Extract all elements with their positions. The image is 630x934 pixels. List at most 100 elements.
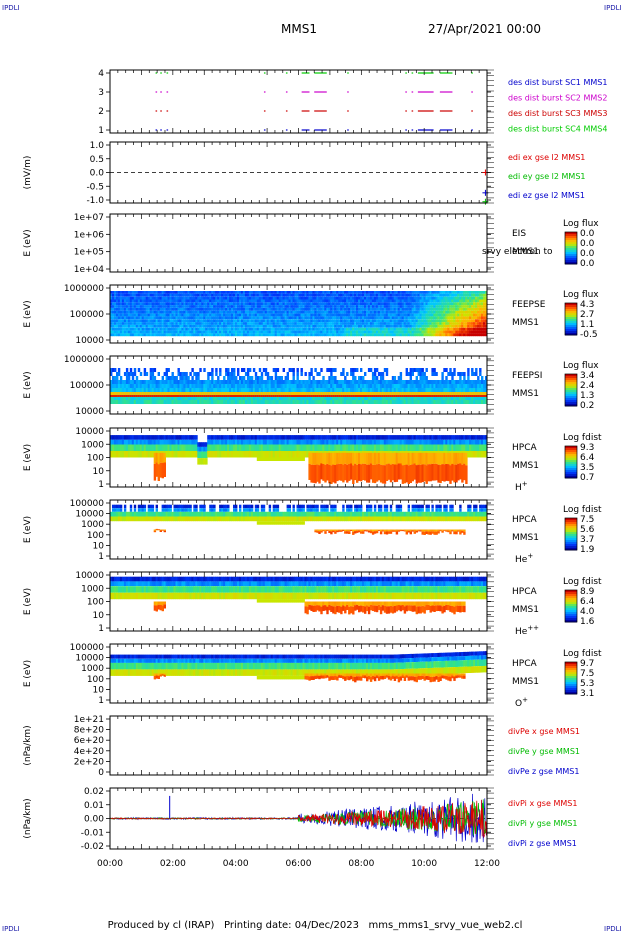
panel-feepse-cell (143, 291, 147, 294)
panel-feepse-cell (457, 319, 460, 323)
panel-feepse-cell (288, 333, 291, 337)
panel-feepse-cell (131, 291, 135, 294)
panel-feepse-cell (449, 322, 452, 325)
panel-feepse-cell (254, 296, 258, 300)
panel-feepse-cell (241, 316, 244, 320)
panel-feepsi-cell (344, 376, 347, 380)
panel-feepse-cell (377, 330, 381, 334)
panel-feepse-cell (127, 327, 131, 331)
panel-feepse-cell (473, 296, 476, 300)
panel-feepse-cell (445, 291, 448, 294)
panel-feepsi-cell (367, 388, 371, 392)
panel-feepse-cell (233, 305, 236, 308)
panel-feepse-cell (163, 291, 166, 294)
panel-feepsi-cell (262, 395, 266, 397)
panel-feepse-cell (141, 291, 145, 294)
panel-feepse-cell (270, 316, 274, 320)
panel-feepse-cell (244, 293, 248, 297)
panel-feepse-cell (173, 296, 176, 300)
panel-feepse-cell (457, 310, 460, 314)
panel-feepse-cell (362, 319, 365, 323)
panel-feepse-cell (252, 302, 256, 306)
panel-feepse-cell (467, 296, 470, 300)
panel-feepse-cell (110, 291, 113, 294)
panel-feepse-cell (256, 302, 260, 306)
panel-feepse-cell (123, 296, 127, 300)
panel-feepse-cell (237, 322, 240, 325)
panel-feepsi-cell (169, 392, 172, 395)
panel-feepse-cell (193, 302, 196, 306)
panel-feepse-cell (233, 327, 236, 331)
panel-feepsi-cell (264, 368, 268, 372)
panel-feepsi-cell (205, 396, 208, 400)
panel-feepse-cell (191, 330, 194, 334)
panel-feepsi-cell (179, 395, 182, 397)
panel-feepsi-cell (237, 372, 240, 376)
panel-feepse-cell (389, 296, 393, 300)
panel-feepse-cell (227, 296, 230, 300)
panel-feepse-cell (183, 316, 186, 320)
panel-feepsi-cell (191, 388, 194, 392)
panel-feepsi-cell (282, 380, 285, 384)
panel-feepse-cell (358, 302, 361, 306)
panel-feepsi-cell (135, 400, 139, 404)
panel-feepse-cell (197, 333, 200, 337)
panel-feepse-cell (181, 310, 184, 314)
panel-feepsi-cell (340, 372, 343, 376)
panel-feepsi-cell (246, 388, 250, 392)
panel-feepse-cell (229, 316, 232, 320)
panel-feepse-cell (229, 333, 232, 337)
panel-feepse-cell (203, 305, 206, 308)
panel-feepse-cell (300, 327, 303, 331)
panel-feepse-cell (373, 322, 377, 325)
panel-feepse-cell (117, 333, 121, 337)
panel-feepsi-cell (163, 396, 166, 400)
panel-feepsi-cell (241, 380, 244, 384)
panel-feepse-cell (328, 319, 331, 323)
panel-feepse-cell (441, 302, 444, 306)
panel-feepse-colorbar-tick: -0.5 (580, 330, 598, 340)
panel-feepsi-cell (153, 395, 157, 397)
panel-feepse-cell (407, 322, 410, 325)
panel-feepse-cell (320, 310, 323, 314)
panel-feepsi-cell (338, 400, 341, 404)
panel-feepse-cell (270, 302, 274, 306)
panel-feepse-cell (369, 333, 373, 337)
panel-feepse-cell (391, 316, 395, 320)
panel-feepse-cell (389, 330, 393, 334)
panel-feepsi-cell (179, 372, 182, 376)
panel-feepse-cell (288, 319, 291, 323)
panel-feepsi-cell (151, 368, 155, 372)
panel-feepsi-cell (316, 400, 319, 404)
panel-feepsi-cell (197, 395, 200, 397)
panel-feepsi-cell (284, 388, 287, 392)
panel-feepse-cell (173, 305, 176, 308)
panel-feepse-cell (362, 302, 365, 306)
panel-feepse-cell (199, 310, 202, 314)
panel-feepsi-cell (227, 388, 230, 392)
panel-feepse-cell (205, 302, 208, 306)
panel-feepse-cell (280, 330, 283, 334)
panel-feepse-colorbar-cell (565, 333, 577, 336)
panel-feepsi-cell (308, 388, 311, 392)
panel-feepse-cell (268, 316, 272, 320)
panel-feepsi-cell (352, 380, 355, 384)
panel-edi-y-tick-label: -1.0 (86, 196, 104, 206)
panel-feepse-cell (292, 296, 295, 300)
panel-feepse-cell (469, 296, 472, 300)
panel-feepse-cell (304, 316, 307, 320)
panel-feepse-cell (189, 316, 192, 320)
panel-feepsi-cell (272, 392, 276, 395)
panel-feepse-cell (171, 296, 174, 300)
panel-feepse-ylabel: E (eV) (23, 300, 33, 327)
panel-feepsi-cell (209, 388, 212, 392)
panel-feepse-cell (209, 313, 212, 317)
panel-feepsi-cell (256, 380, 260, 384)
panel-feepse-cell (405, 327, 408, 331)
panel-feepse-cell (290, 310, 293, 314)
panel-feepse-cell (342, 322, 345, 325)
panel-feepsi-cell (112, 388, 115, 392)
panel-feepse-cell (117, 291, 121, 294)
panel-feepse-cell (449, 333, 452, 337)
panel-feepse-cell (199, 319, 202, 323)
